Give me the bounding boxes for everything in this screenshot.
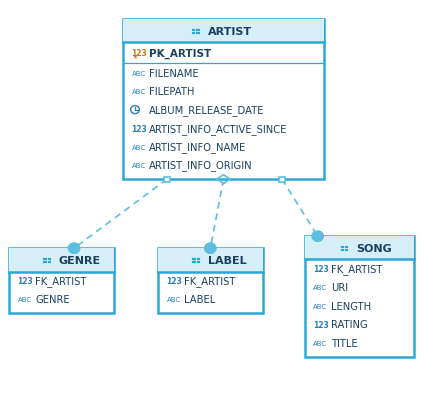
Text: ARTIST_INFO_NAME: ARTIST_INFO_NAME: [149, 142, 246, 153]
Bar: [340, 245, 348, 252]
Bar: [123, 20, 324, 180]
Bar: [164, 177, 170, 183]
Text: GENRE: GENRE: [35, 294, 70, 304]
Text: ABC: ABC: [131, 70, 146, 76]
Text: ARTIST: ARTIST: [207, 27, 252, 37]
Text: ABC: ABC: [131, 144, 146, 150]
Bar: [191, 257, 200, 263]
Text: SONG: SONG: [356, 243, 392, 253]
Text: FK_ARTIST: FK_ARTIST: [35, 276, 87, 286]
Bar: [304, 236, 414, 260]
Bar: [279, 177, 285, 183]
Text: ABC: ABC: [131, 163, 146, 169]
Text: TITLE: TITLE: [331, 338, 358, 348]
Text: ABC: ABC: [313, 303, 327, 309]
Bar: [9, 249, 114, 314]
Text: ★: ★: [133, 55, 138, 60]
Bar: [158, 249, 263, 314]
Text: GENRE: GENRE: [59, 255, 101, 265]
Text: ABC: ABC: [131, 89, 146, 95]
Text: ABC: ABC: [313, 340, 327, 346]
Text: LABEL: LABEL: [184, 294, 215, 304]
Text: FK_ARTIST: FK_ARTIST: [331, 263, 382, 274]
Text: ABC: ABC: [17, 297, 32, 303]
Text: PK_ARTIST: PK_ARTIST: [149, 49, 211, 59]
Polygon shape: [217, 175, 230, 184]
Text: LENGTH: LENGTH: [331, 301, 371, 311]
Text: LABEL: LABEL: [208, 255, 247, 265]
Circle shape: [312, 231, 323, 242]
Text: 123: 123: [17, 276, 34, 285]
Bar: [304, 236, 414, 357]
Text: 123: 123: [313, 265, 329, 274]
Text: RATING: RATING: [331, 319, 367, 329]
Text: ALBUM_RELEASE_DATE: ALBUM_RELEASE_DATE: [149, 105, 265, 116]
Text: 123: 123: [167, 276, 182, 285]
Text: FILEPATH: FILEPATH: [149, 87, 194, 97]
Bar: [158, 249, 263, 272]
Text: ARTIST_INFO_ORIGIN: ARTIST_INFO_ORIGIN: [149, 160, 253, 171]
Text: FILENAME: FILENAME: [149, 68, 198, 79]
Bar: [191, 29, 200, 35]
Circle shape: [68, 243, 80, 254]
Text: URI: URI: [331, 283, 348, 292]
Bar: [42, 257, 51, 263]
Text: ABC: ABC: [313, 285, 327, 290]
Bar: [123, 20, 324, 43]
Circle shape: [205, 243, 216, 254]
Text: FK_ARTIST: FK_ARTIST: [184, 276, 236, 286]
Text: 123: 123: [313, 320, 329, 329]
Bar: [9, 249, 114, 272]
Text: 123: 123: [131, 124, 147, 133]
Text: ARTIST_INFO_ACTIVE_SINCE: ARTIST_INFO_ACTIVE_SINCE: [149, 123, 287, 134]
Text: 123: 123: [131, 49, 147, 58]
Text: ABC: ABC: [167, 297, 181, 303]
